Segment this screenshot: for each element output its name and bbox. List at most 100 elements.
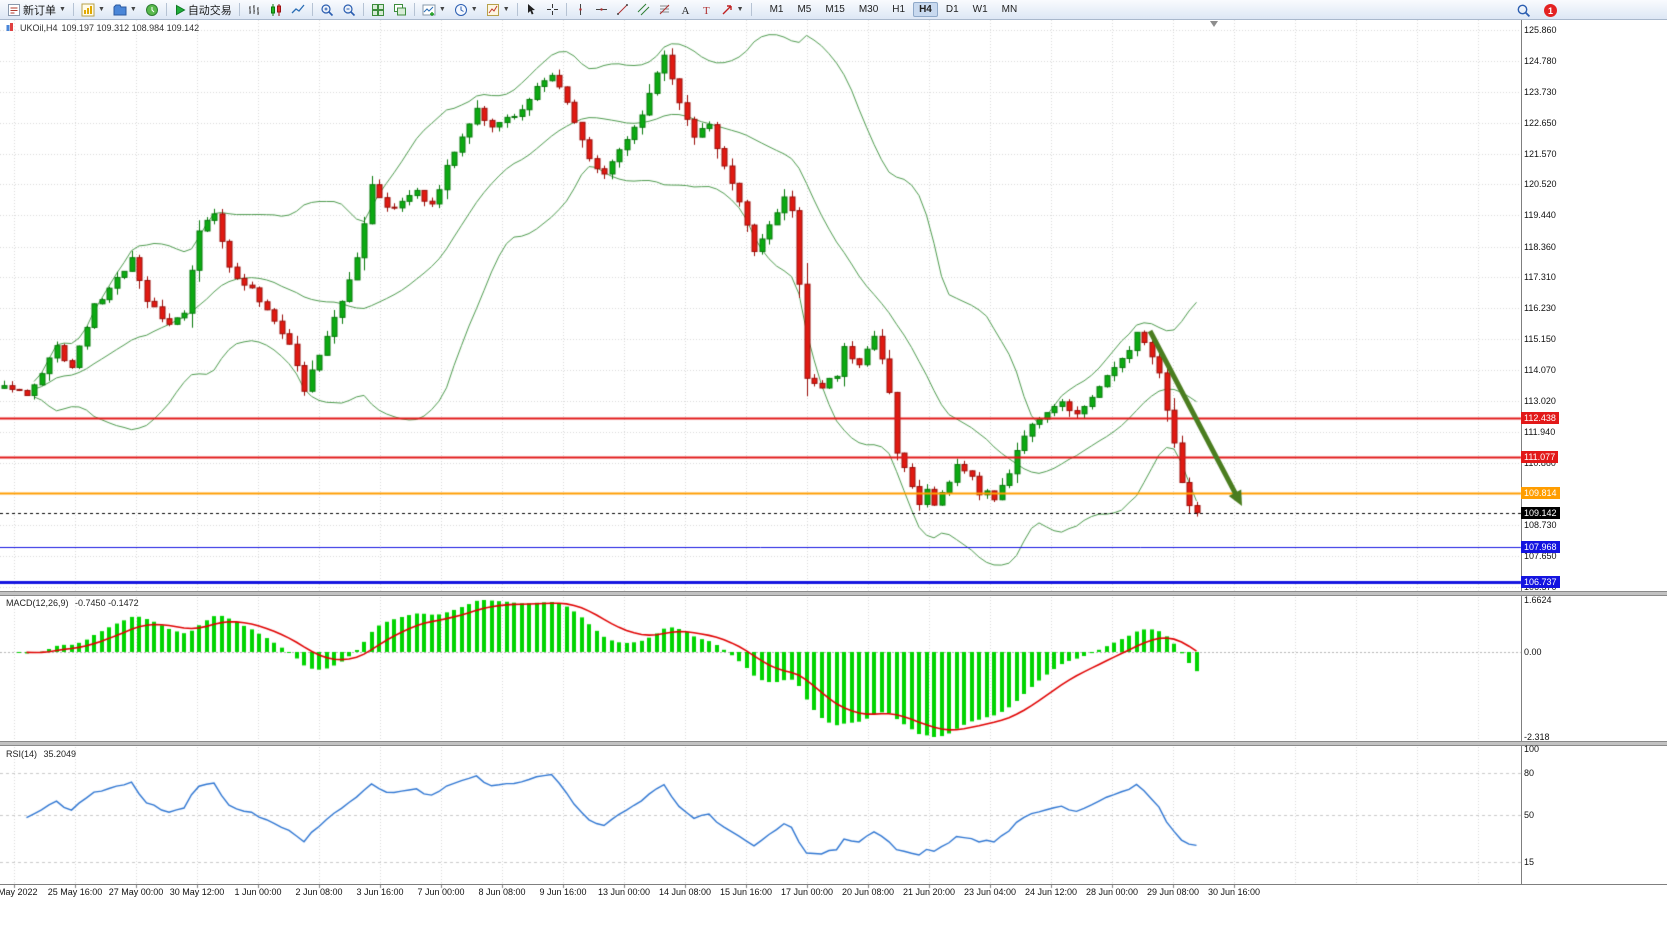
timeframe-toolbar: M1 M5 M15 M30 H1 H4 D1 W1 MN bbox=[763, 2, 1025, 17]
crosshair-tool-button[interactable] bbox=[542, 0, 563, 19]
auto-trading-button[interactable]: 自动交易 bbox=[170, 0, 236, 19]
profiles-folder-icon bbox=[113, 3, 127, 17]
text-icon: A bbox=[679, 3, 692, 16]
cascade-windows-button[interactable] bbox=[389, 0, 411, 19]
cascade-windows-icon bbox=[393, 3, 407, 17]
toolbar-separator bbox=[750, 3, 752, 16]
toolbar-separator bbox=[238, 3, 240, 16]
panel-separator-rsi[interactable] bbox=[0, 741, 1667, 746]
toolbar-separator bbox=[165, 3, 167, 16]
caret-down-icon: ▼ bbox=[129, 6, 137, 13]
caret-down-icon: ▼ bbox=[736, 6, 744, 13]
text-label-icon: T bbox=[700, 3, 713, 16]
search-button[interactable] bbox=[1512, 1, 1535, 20]
chart-symbol-icon bbox=[6, 22, 16, 34]
macd-values: -0.7450 -0.1472 bbox=[75, 598, 139, 608]
new-order-icon bbox=[7, 3, 21, 17]
toolbar-separator bbox=[72, 3, 74, 16]
auto-trading-label: 自动交易 bbox=[187, 4, 232, 17]
timeframe-button-m15[interactable]: M15 bbox=[825, 4, 845, 15]
templates-button[interactable]: ▼ bbox=[482, 0, 514, 19]
arrows-tool-button[interactable]: ▼ bbox=[717, 0, 748, 19]
panel-separator-macd[interactable] bbox=[0, 591, 1667, 596]
tile-windows-icon bbox=[371, 3, 385, 17]
channel-tool-button[interactable] bbox=[633, 0, 654, 19]
toolbar: 新订单 ▼ ▼ ▼ 自动交易 ▼ ▼ ▼ A bbox=[0, 0, 1667, 20]
vertical-line-tool-button[interactable] bbox=[570, 0, 591, 19]
indicators-icon bbox=[422, 3, 436, 17]
market-watch-button[interactable] bbox=[141, 0, 163, 19]
cursor-icon bbox=[525, 3, 538, 16]
rsi-indicator-label: RSI(14) 35.2049 bbox=[6, 749, 76, 759]
new-order-label: 新订单 bbox=[23, 4, 56, 17]
new-chart-icon bbox=[81, 3, 95, 17]
fibonacci-tool-button[interactable] bbox=[654, 0, 675, 19]
line-chart-mode-button[interactable] bbox=[287, 0, 309, 19]
toolbar-separator bbox=[516, 3, 518, 16]
new-chart-button[interactable]: ▼ bbox=[77, 0, 109, 19]
chart-symbol-label: UKOil,H4 bbox=[20, 23, 58, 33]
bar-chart-icon bbox=[247, 3, 261, 17]
fibonacci-icon bbox=[658, 3, 671, 16]
macd-indicator-label: MACD(12,26,9) -0.7450 -0.1472 bbox=[6, 598, 139, 608]
chart-ohlc-values: 109.197 109.312 108.984 109.142 bbox=[61, 23, 200, 33]
rsi-name: RSI(14) bbox=[6, 749, 38, 759]
profiles-button[interactable]: ▼ bbox=[109, 0, 141, 19]
market-watch-icon bbox=[145, 3, 159, 17]
vertical-line-icon bbox=[574, 3, 587, 16]
line-chart-icon bbox=[291, 3, 305, 17]
timeframe-button-mn[interactable]: MN bbox=[1001, 4, 1018, 15]
timeframe-button-h4[interactable]: H4 bbox=[913, 2, 938, 17]
periods-button[interactable]: ▼ bbox=[450, 0, 482, 19]
caret-down-icon: ▼ bbox=[438, 6, 446, 13]
text-tool-button[interactable]: A bbox=[675, 0, 696, 19]
cursor-tool-button[interactable] bbox=[521, 0, 542, 19]
toolbar-separator bbox=[413, 3, 415, 16]
price-axis[interactable] bbox=[1521, 19, 1667, 884]
toolbar-separator bbox=[565, 3, 567, 16]
timeframe-button-d1[interactable]: D1 bbox=[945, 4, 959, 15]
timeframe-button-h1[interactable]: H1 bbox=[892, 4, 906, 15]
auto-trading-play-icon bbox=[174, 4, 186, 16]
trendline-tool-button[interactable] bbox=[612, 0, 633, 19]
text-label-tool-button[interactable]: T bbox=[696, 0, 717, 19]
toolbar-separator bbox=[311, 3, 313, 16]
caret-down-icon: ▼ bbox=[502, 6, 510, 13]
timeframe-button-m30[interactable]: M30 bbox=[858, 4, 879, 15]
rsi-value: 35.2049 bbox=[43, 749, 77, 759]
svg-text:T: T bbox=[703, 5, 710, 16]
horizontal-line-icon bbox=[595, 3, 608, 16]
templates-icon bbox=[486, 3, 500, 17]
zoom-in-icon bbox=[320, 3, 334, 17]
indicators-button[interactable]: ▼ bbox=[418, 0, 450, 19]
zoom-out-button[interactable] bbox=[338, 0, 360, 19]
arrows-icon bbox=[721, 3, 734, 16]
toolbar-separator bbox=[362, 3, 364, 16]
timeframe-button-m5[interactable]: M5 bbox=[797, 4, 812, 15]
timeframe-button-m1[interactable]: M1 bbox=[769, 4, 784, 15]
caret-down-icon: ▼ bbox=[97, 6, 105, 13]
search-icon bbox=[1516, 3, 1531, 18]
caret-down-icon: ▼ bbox=[59, 6, 66, 13]
horizontal-line-tool-button[interactable] bbox=[591, 0, 612, 19]
trendline-icon bbox=[616, 3, 629, 16]
svg-text:A: A bbox=[681, 5, 689, 16]
candlestick-icon bbox=[269, 3, 283, 17]
tile-windows-button[interactable] bbox=[367, 0, 389, 19]
channel-icon bbox=[637, 3, 650, 16]
zoom-out-icon bbox=[342, 3, 356, 17]
toolbar-right-group: 1 bbox=[1512, 1, 1557, 20]
timeframe-button-w1[interactable]: W1 bbox=[972, 4, 988, 15]
macd-name: MACD(12,26,9) bbox=[6, 598, 69, 608]
zoom-in-button[interactable] bbox=[316, 0, 338, 19]
notifications-badge[interactable]: 1 bbox=[1544, 4, 1557, 17]
periods-clock-icon bbox=[454, 3, 468, 17]
chart-title: UKOil,H4 109.197 109.312 108.984 109.142 bbox=[6, 22, 199, 34]
caret-down-icon: ▼ bbox=[470, 6, 478, 13]
bar-chart-mode-button[interactable] bbox=[243, 0, 265, 19]
new-order-button[interactable]: 新订单 ▼ bbox=[3, 0, 70, 19]
candlestick-mode-button[interactable] bbox=[265, 0, 287, 19]
chart-shift-marker[interactable] bbox=[1210, 21, 1218, 27]
time-axis[interactable] bbox=[0, 884, 1667, 901]
